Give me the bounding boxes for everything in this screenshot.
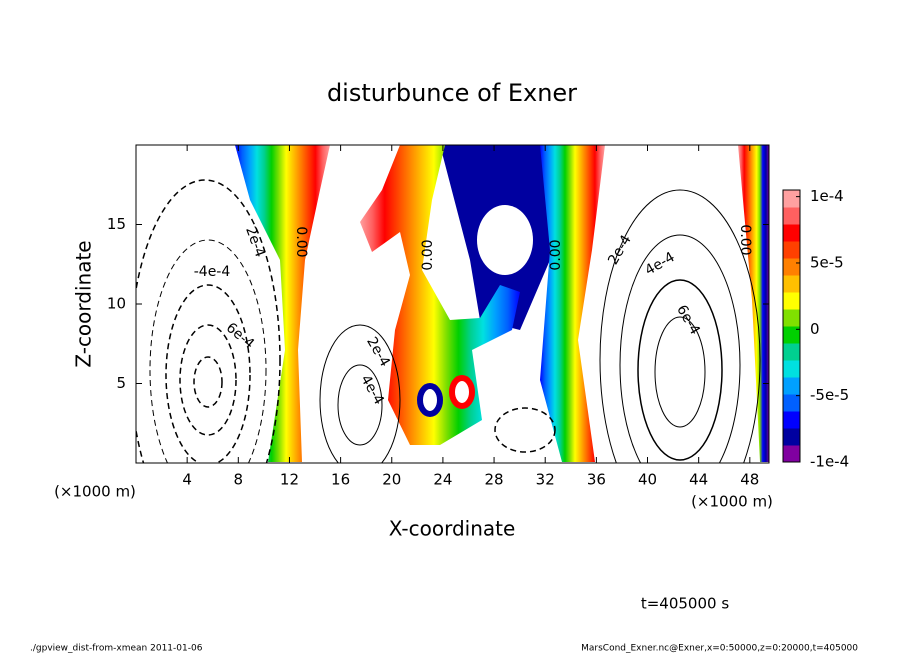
colorbar-swatch (783, 241, 800, 259)
colorbar-swatch (783, 377, 800, 395)
y-tick-label: 5 (116, 374, 126, 392)
plume (738, 145, 769, 462)
colorbar-swatch (783, 445, 800, 463)
contour-label: 4e-4 (642, 249, 677, 279)
contour-label: 0.00 (293, 226, 309, 257)
x-tick-label: 20 (382, 471, 401, 489)
colorbar-swatch (783, 292, 800, 310)
x-axis-label: X-coordinate (389, 517, 516, 541)
y-axis-label: Z-coordinate (72, 240, 96, 367)
hole (417, 383, 443, 417)
colorbar-swatch (783, 258, 800, 276)
x-tick-label: 40 (638, 471, 657, 489)
x-tick-label: 12 (280, 471, 299, 489)
x-tick-label: 16 (331, 471, 350, 489)
contour-label: 2e-4 (242, 224, 268, 259)
y-tick-label: 10 (107, 295, 126, 313)
x-tick-label: 48 (740, 471, 759, 489)
negative-contours (136, 179, 556, 463)
colorbar-swatch (783, 207, 800, 225)
contour-label: -4e-4 (194, 264, 231, 280)
plume (360, 145, 520, 445)
contour-label: 2e-4 (605, 232, 635, 267)
contour-field (136, 145, 769, 463)
colorbar-tick-label: 0 (810, 320, 820, 338)
x-tick-label: 36 (587, 471, 606, 489)
plume (235, 145, 330, 462)
colorbar-swatch (783, 411, 800, 429)
footer-right: MarsCond_Exner.nc@Exner,x=0:50000,z=0:20… (581, 644, 858, 654)
chart-title: disturbunce of Exner (327, 79, 577, 107)
contour-label: 0.00 (737, 224, 753, 255)
x-tick-label: 44 (689, 471, 708, 489)
x-tick-label: 28 (485, 471, 504, 489)
hole (449, 375, 475, 409)
annotation: t=405000 s (641, 595, 729, 613)
colorbar-tick-label: 5e-5 (810, 253, 844, 271)
colorbar-swatch (783, 360, 800, 378)
x-unit-label: (×1000 m) (54, 483, 136, 501)
hole (477, 205, 533, 275)
contour-label: 6e-4 (673, 302, 703, 337)
colorbar-swatch (783, 275, 800, 293)
colorbar-frame (782, 189, 801, 463)
colorbar-tick-label: -5e-5 (810, 386, 849, 404)
colorbar-swatch (783, 343, 800, 361)
x-tick-label: 4 (182, 471, 192, 489)
contour-label: 2e-4 (363, 334, 393, 369)
x-tick-label: 32 (536, 471, 555, 489)
colorbar-swatch (783, 224, 800, 242)
colorbar-swatch (783, 394, 800, 412)
colorbar-swatch (783, 309, 800, 327)
colorbar-tick-label: 1e-4 (810, 187, 844, 205)
contour-label: 0.00 (420, 239, 436, 270)
colorbar-swatch (783, 326, 800, 344)
contour-label: 0.00 (548, 239, 564, 270)
x-tick-label: 24 (433, 471, 452, 489)
x-unit-label: (×1000 m) (691, 493, 773, 511)
colorbar-swatch (783, 190, 800, 208)
positive-contours (319, 189, 761, 463)
colorbar-tick-label: -1e-4 (810, 453, 849, 471)
plume (540, 145, 605, 462)
y-tick-label: 15 (107, 215, 126, 233)
x-tick-label: 8 (234, 471, 244, 489)
contour-label: 6e-4 (223, 320, 257, 353)
colorbar-swatch (783, 428, 800, 446)
footer-left: ./gpview_dist-from-xmean 2011-01-06 (30, 644, 203, 654)
